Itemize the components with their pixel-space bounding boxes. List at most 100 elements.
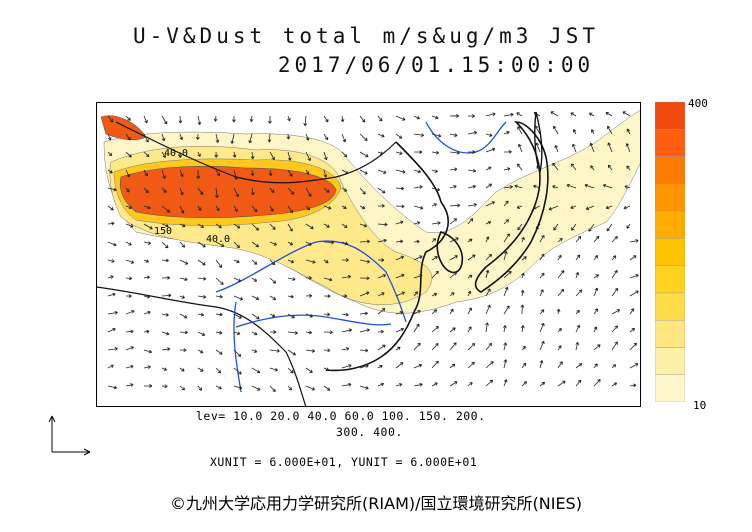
wind-arrow: [413, 382, 423, 387]
wind-arrow: [287, 151, 292, 161]
wind-arrow: [449, 308, 454, 315]
wind-arrow: [572, 143, 577, 153]
color-scale-step: [655, 238, 685, 266]
map-title: U-V&Dust total m/s&ug/m3 JST: [132, 24, 599, 48]
wind-arrow: [359, 133, 368, 141]
wind-arrow: [341, 169, 349, 174]
wind-arrow: [557, 345, 562, 351]
wind-arrow: [179, 187, 184, 196]
wind-arrow: [629, 308, 635, 315]
wind-arrow: [251, 331, 258, 336]
wind-arrow: [161, 331, 170, 336]
wind-arrow: [251, 241, 259, 248]
wind-arrow: [161, 133, 166, 142]
wind-arrow: [552, 185, 559, 189]
wind-arrow: [449, 150, 460, 155]
wind-arrow: [233, 277, 242, 282]
wind-arrow: [287, 349, 296, 356]
wind-arrow: [413, 310, 421, 315]
wind-arrow: [467, 238, 473, 243]
wind-arrow: [305, 223, 314, 230]
wind-arrow: [251, 313, 260, 320]
color-scale-step: [655, 210, 685, 239]
wind-arrow: [413, 342, 421, 351]
wind-arrow: [593, 308, 599, 315]
wind-arrow: [179, 313, 188, 319]
wind-arrow: [588, 112, 595, 117]
wind-arrow: [197, 331, 206, 336]
wind-arrow: [377, 292, 385, 297]
wind-arrow: [269, 295, 277, 301]
wind-arrow: [197, 223, 204, 228]
wind-arrow: [269, 330, 277, 334]
wind-arrow: [251, 205, 258, 213]
wind-arrow: [287, 259, 295, 264]
wind-arrow: [161, 384, 168, 389]
wind-arrow: [179, 133, 184, 141]
wind-arrow: [341, 382, 352, 387]
contour-levels-cont: 300. 400.: [336, 425, 403, 439]
wind-arrow: [249, 115, 254, 122]
wind-arrow: [107, 347, 118, 351]
wind-arrow: [233, 385, 243, 390]
wind-arrow: [395, 255, 405, 261]
wind-arrow: [467, 203, 477, 207]
wind-arrow: [233, 331, 241, 335]
wind-arrow: [303, 115, 308, 127]
wind-arrow: [449, 342, 457, 351]
wind-arrow: [107, 187, 117, 192]
wind-arrow: [215, 259, 223, 268]
wind-arrow: [485, 288, 491, 297]
river: [215, 240, 407, 323]
wind-arrow: [539, 289, 544, 297]
wind-arrow: [305, 241, 312, 246]
wind-arrow: [323, 294, 331, 298]
wind-arrow: [251, 385, 261, 391]
wind-arrow: [179, 367, 185, 372]
wind-arrow: [143, 151, 150, 157]
color-scale-step: [655, 129, 685, 157]
wind-arrow: [125, 346, 134, 351]
wind-arrow: [215, 330, 223, 335]
wind-arrow: [251, 367, 261, 374]
wind-arrow: [623, 205, 631, 210]
wind-arrow: [584, 183, 595, 189]
wind-arrow: [251, 295, 260, 300]
wind-arrow: [215, 169, 221, 177]
wind-arrow: [431, 382, 438, 387]
contour-label: 40.0: [206, 234, 230, 245]
wind-arrow: [269, 367, 278, 372]
wind-arrow: [449, 203, 461, 208]
wind-arrow: [395, 362, 404, 369]
wind-arrow: [611, 255, 617, 261]
wind-arrow: [143, 169, 148, 177]
wind-arrow: [503, 233, 510, 243]
wind-arrow: [305, 133, 310, 141]
wind-arrow: [143, 259, 150, 263]
wind-arrow: [144, 384, 153, 388]
wind-arrow: [395, 204, 405, 209]
color-scale-step: [655, 292, 685, 321]
wind-arrow: [485, 361, 494, 369]
wind-arrow: [611, 382, 618, 387]
wind-arrow: [590, 165, 595, 171]
wind-arrow: [269, 259, 276, 266]
wind-arrow: [629, 274, 639, 279]
wind-arrow: [431, 169, 438, 173]
wind-arrow: [377, 258, 385, 262]
wind-arrow: [269, 313, 276, 318]
wind-arrow: [611, 287, 619, 297]
wind-arrow: [215, 241, 225, 247]
color-scale-step: [655, 319, 685, 348]
wind-arrow: [359, 311, 368, 316]
wind-arrow: [341, 205, 347, 209]
wind-arrow: [593, 326, 598, 333]
wind-arrow: [431, 133, 442, 138]
wind-arrow: [557, 254, 562, 261]
wind-arrow: [125, 187, 130, 193]
wind-arrow: [467, 343, 476, 351]
wind-arrow: [377, 382, 385, 387]
wind-arrow: [323, 385, 331, 391]
wind-arrow: [514, 184, 523, 189]
wind-arrow: [413, 133, 425, 137]
